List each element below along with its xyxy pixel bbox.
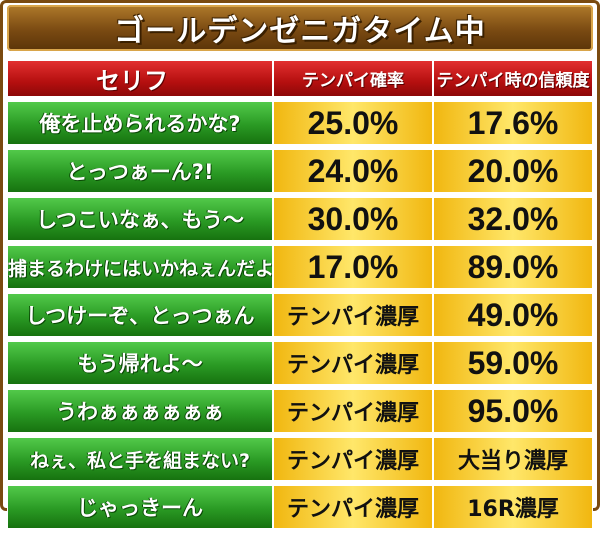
line-cell: うわぁぁぁぁぁぁ <box>7 389 273 433</box>
header-row: セリフ テンパイ確率 テンパイ時の信頼度 <box>7 60 593 97</box>
tenpai-cell: 17.0% <box>273 245 433 289</box>
line-cell: 俺を止められるかな? <box>7 101 273 145</box>
table-row: とっつぁーん?! 24.0% 20.0% <box>7 149 593 193</box>
table-row: もう帰れよ〜 テンパイ濃厚 59.0% <box>7 341 593 385</box>
line-cell: しつこいなぁ、もう〜 <box>7 197 273 241</box>
line-cell: しつけーぞ、とっつぁん <box>7 293 273 337</box>
header-line: セリフ <box>7 60 273 97</box>
tenpai-cell: 30.0% <box>273 197 433 241</box>
table-row: しつこいなぁ、もう〜 30.0% 32.0% <box>7 197 593 241</box>
trust-cell: 17.6% <box>433 101 593 145</box>
tenpai-cell: テンパイ濃厚 <box>273 389 433 433</box>
tenpai-cell: 24.0% <box>273 149 433 193</box>
tenpai-cell: テンパイ濃厚 <box>273 341 433 385</box>
trust-cell: 20.0% <box>433 149 593 193</box>
line-reliability-table: セリフ テンパイ確率 テンパイ時の信頼度 俺を止められるかな? 25.0% 17… <box>7 56 593 533</box>
trust-cell: 59.0% <box>433 341 593 385</box>
line-cell: ねぇ、私と手を組まない? <box>7 437 273 481</box>
trust-cell: 89.0% <box>433 245 593 289</box>
table-row: 捕まるわけにはいかねぇんだよ 17.0% 89.0% <box>7 245 593 289</box>
trust-cell: 49.0% <box>433 293 593 337</box>
tenpai-cell: 25.0% <box>273 101 433 145</box>
table-row: じゃっきーん テンパイ濃厚 16R濃厚 <box>7 485 593 529</box>
line-cell: 捕まるわけにはいかねぇんだよ <box>7 245 273 289</box>
tenpai-cell: テンパイ濃厚 <box>273 437 433 481</box>
tenpai-cell: テンパイ濃厚 <box>273 485 433 529</box>
header-trust: テンパイ時の信頼度 <box>433 60 593 97</box>
table-row: しつけーぞ、とっつぁん テンパイ濃厚 49.0% <box>7 293 593 337</box>
trust-cell: 大当り濃厚 <box>433 437 593 481</box>
table-title: ゴールデンゼニガタイム中 <box>114 14 486 49</box>
line-cell: じゃっきーん <box>7 485 273 529</box>
tenpai-cell: テンパイ濃厚 <box>273 293 433 337</box>
line-cell: もう帰れよ〜 <box>7 341 273 385</box>
table-title-bar: ゴールデンゼニガタイム中 <box>7 5 593 51</box>
table-row: ねぇ、私と手を組まない? テンパイ濃厚 大当り濃厚 <box>7 437 593 481</box>
trust-cell: 95.0% <box>433 389 593 433</box>
trust-cell: 16R濃厚 <box>433 485 593 529</box>
line-cell: とっつぁーん?! <box>7 149 273 193</box>
header-tenpai: テンパイ確率 <box>273 60 433 97</box>
table-row: うわぁぁぁぁぁぁ テンパイ濃厚 95.0% <box>7 389 593 433</box>
trust-cell: 32.0% <box>433 197 593 241</box>
table-row: 俺を止められるかな? 25.0% 17.6% <box>7 101 593 145</box>
